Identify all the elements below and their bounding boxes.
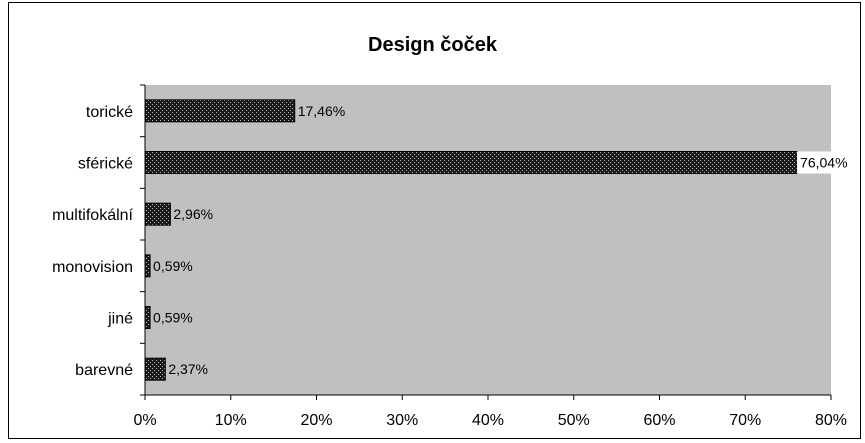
bar bbox=[144, 202, 171, 226]
x-tick-label: 60% bbox=[643, 412, 675, 429]
x-tick-label: 40% bbox=[472, 412, 504, 429]
data-label: 2,96% bbox=[173, 206, 213, 222]
data-label: 0,59% bbox=[153, 310, 193, 326]
x-tick-label: 70% bbox=[729, 412, 761, 429]
category-label: torické bbox=[86, 104, 133, 121]
chart-title: Design čoček bbox=[368, 34, 497, 56]
bar bbox=[144, 254, 151, 278]
category-label: barevné bbox=[75, 362, 133, 379]
data-label: 2,37% bbox=[168, 361, 208, 377]
x-tick-label: 10% bbox=[215, 412, 247, 429]
category-label: monovision bbox=[52, 259, 133, 276]
data-label: 17,46% bbox=[298, 103, 345, 119]
x-tick-label: 20% bbox=[300, 412, 332, 429]
data-label: 76,04% bbox=[800, 155, 847, 171]
bar bbox=[144, 306, 151, 329]
category-label: multifokální bbox=[52, 207, 133, 224]
bar bbox=[144, 357, 166, 381]
category-label: sférické bbox=[78, 156, 133, 173]
x-tick-label: 80% bbox=[815, 412, 847, 429]
bar bbox=[144, 99, 296, 123]
category-label: jiné bbox=[107, 311, 133, 328]
data-label-background bbox=[797, 151, 848, 174]
bar bbox=[144, 151, 798, 174]
x-tick-label: 0% bbox=[133, 412, 156, 429]
plot-area bbox=[145, 85, 831, 395]
x-tick-label: 30% bbox=[386, 412, 418, 429]
data-label: 0,59% bbox=[153, 258, 193, 274]
x-tick-label: 50% bbox=[558, 412, 590, 429]
